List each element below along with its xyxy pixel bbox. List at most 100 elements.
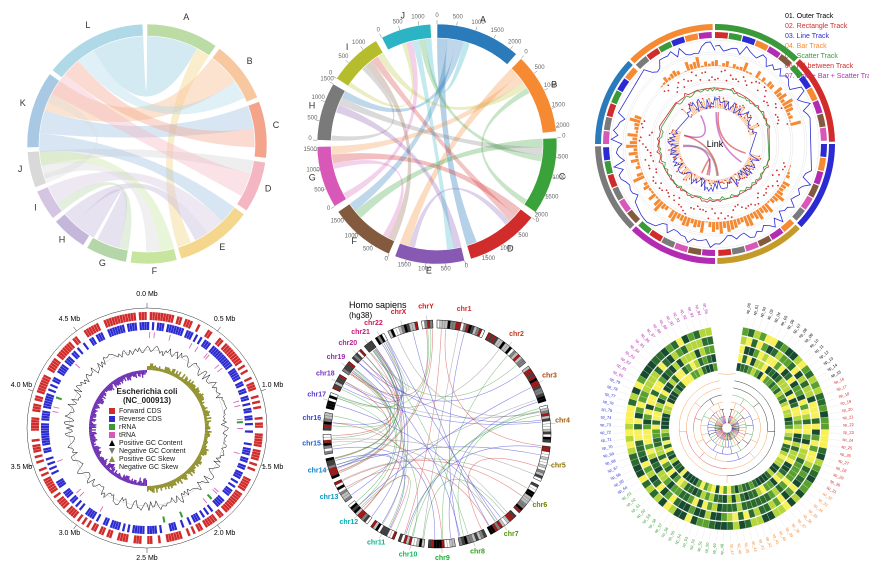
tick-label: 500 — [307, 115, 318, 121]
fwd-cds — [237, 364, 245, 370]
panel-tree-heatmap: sp_00sp_01sp_02sp_03sp_04sp_05sp_06sp_07… — [584, 288, 870, 568]
ideogram-band — [543, 434, 551, 437]
scatter-track — [655, 171, 657, 173]
mb-tick: 1.5 Mb — [262, 464, 284, 471]
heatmap-cell — [727, 486, 731, 494]
scatter-track — [642, 127, 644, 129]
rev-cds — [50, 384, 58, 389]
scatter-track — [767, 185, 769, 187]
segment-label: H — [59, 234, 66, 244]
segment-label: G — [309, 172, 316, 182]
rectangle-track — [718, 249, 731, 256]
center-label: Link — [707, 139, 724, 149]
scatter-track — [666, 189, 668, 191]
panel-subtitle: (hg38) — [349, 311, 372, 320]
gc-skew — [146, 480, 147, 486]
gc-skew — [148, 486, 150, 490]
legend-item: Positive GC Skew — [119, 456, 176, 463]
tick-label: 500 — [393, 19, 404, 25]
scatter-track — [711, 208, 713, 210]
gc-skew — [147, 366, 148, 370]
tick-label: 0 — [327, 206, 331, 212]
ideogram-band — [323, 437, 331, 440]
heatmap-cell — [722, 495, 727, 503]
fwd-cds — [254, 417, 262, 420]
ideogram-band — [323, 434, 331, 437]
leaf-label: sp_52 — [688, 538, 696, 551]
bar-track — [708, 63, 711, 66]
gc-skew — [205, 428, 210, 430]
leaf-label: sp_78 — [606, 384, 619, 392]
heatmap-cell — [732, 512, 738, 520]
bar-track — [716, 222, 719, 230]
tick-label: 500 — [363, 247, 374, 253]
heatmap-cell — [625, 435, 634, 442]
scatter-track — [645, 146, 647, 148]
circos-tracks: Link01. Outer Track02. Rectangle Track03… — [585, 6, 869, 282]
rev-cds — [199, 510, 205, 518]
legend-title: Escherichia coli — [117, 387, 178, 396]
tick-label: 1500 — [545, 194, 559, 200]
rev-cds — [41, 428, 49, 430]
scatter-track — [678, 197, 680, 199]
rev-cds — [79, 503, 86, 511]
genome-link — [406, 446, 541, 534]
heatmap-cell — [661, 429, 669, 433]
fwd-cds — [144, 312, 147, 320]
segment-label: I — [346, 42, 349, 52]
bar-track — [719, 222, 723, 234]
tick-label: 1000 — [418, 266, 432, 272]
leaf-label: sp_18 — [838, 391, 851, 399]
rev-cds — [147, 322, 149, 330]
outer-track — [630, 24, 713, 63]
rectangle-track — [685, 33, 699, 42]
scatter-track — [677, 82, 679, 84]
scatter-track — [649, 168, 651, 170]
leaf-label: sp_50 — [703, 541, 710, 553]
fwd-cds — [249, 461, 257, 466]
chr-label: chrY — [418, 303, 434, 310]
tick-label: 2000 — [556, 123, 570, 129]
tick-label: 0 — [562, 134, 566, 140]
scatter-track — [673, 199, 675, 201]
scatter-track — [741, 206, 743, 208]
rev-cds — [230, 478, 238, 484]
leaf-label: sp_48 — [719, 543, 724, 555]
tick-label: 500 — [558, 154, 569, 160]
rev-cds — [41, 431, 49, 434]
scatter-track — [707, 217, 709, 219]
scatter-track — [745, 207, 747, 209]
scatter-track — [684, 213, 686, 215]
heatmap-cell — [643, 434, 651, 440]
legend-item: 03. Line Track — [785, 33, 829, 40]
fwd-cds — [155, 312, 158, 320]
tick-label: 1000 — [471, 20, 485, 26]
scatter-track — [683, 86, 685, 88]
chr-label: chr1 — [457, 306, 472, 313]
scatter-track — [691, 71, 693, 73]
heatmap-cell — [785, 429, 793, 433]
leaf-label: sp_72 — [600, 429, 612, 435]
scatter-track — [717, 217, 719, 219]
scatter-track — [772, 185, 774, 187]
rev-cds — [41, 426, 49, 428]
scatter-track — [751, 82, 753, 84]
tick-label: 1500 — [398, 263, 412, 269]
bar-track — [697, 220, 701, 227]
leaf-label: sp_22 — [843, 422, 855, 427]
tick-label: 1000 — [552, 175, 566, 181]
chr-label: chr10 — [399, 552, 418, 559]
fwd-cds — [255, 436, 263, 439]
genome-link — [335, 372, 391, 458]
scatter-track — [647, 149, 649, 151]
heatmap-cell — [727, 495, 732, 503]
rectangle-track — [607, 103, 617, 117]
tick-label: 1500 — [482, 256, 496, 262]
leaf-label: sp_00 — [745, 302, 752, 314]
scatter-track — [690, 207, 692, 209]
heatmap-cell — [661, 425, 669, 429]
fwd-cds — [77, 514, 84, 522]
leaf-label: sp_46 — [737, 543, 743, 555]
fwd-cds — [186, 528, 191, 536]
heatmap-cell — [721, 522, 727, 530]
